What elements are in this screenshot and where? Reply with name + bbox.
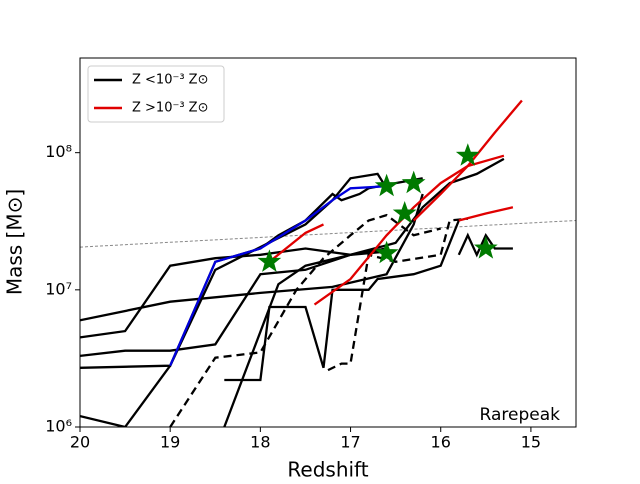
star-marker xyxy=(374,173,399,197)
star-marker xyxy=(401,170,426,194)
series-line xyxy=(313,99,523,306)
star-marker xyxy=(392,201,417,224)
series-line xyxy=(80,247,387,358)
x-axis-label: Redshift xyxy=(287,458,368,481)
plot-area xyxy=(80,99,576,427)
x-tick-label: 20 xyxy=(70,433,90,452)
series-line xyxy=(169,213,441,427)
series-line xyxy=(458,206,514,222)
x-tick-label: 19 xyxy=(160,433,180,452)
star-marker xyxy=(257,249,282,272)
x-tick-label: 18 xyxy=(250,433,270,452)
series-line xyxy=(80,172,388,369)
star-marker xyxy=(374,240,399,264)
x-tick-label: 16 xyxy=(431,433,451,452)
y-tick-label: 10⁸ xyxy=(45,142,72,161)
series-line xyxy=(224,220,460,382)
annotation: Rarepeak xyxy=(480,405,561,425)
series-line xyxy=(80,193,424,322)
series-line xyxy=(268,223,324,263)
star-marker xyxy=(455,143,480,166)
y-tick-label: 10⁷ xyxy=(45,279,72,298)
y-axis-label: Mass [M⊙] xyxy=(3,189,27,295)
x-tick-label: 15 xyxy=(521,433,541,452)
plot-frame xyxy=(79,57,577,428)
legend-label: Z >10⁻³ Z⊙ xyxy=(132,101,208,116)
reference-line xyxy=(80,220,576,248)
series-line xyxy=(412,154,505,222)
y-tick-label: 10⁶ xyxy=(45,417,72,436)
star-marker xyxy=(474,236,498,259)
x-tick-label: 17 xyxy=(340,433,360,452)
legend-label: Z <10⁻³ Z⊙ xyxy=(132,73,208,88)
series-line xyxy=(169,185,387,367)
series-line xyxy=(80,177,423,427)
series-line xyxy=(223,157,505,427)
series-line xyxy=(80,247,387,339)
